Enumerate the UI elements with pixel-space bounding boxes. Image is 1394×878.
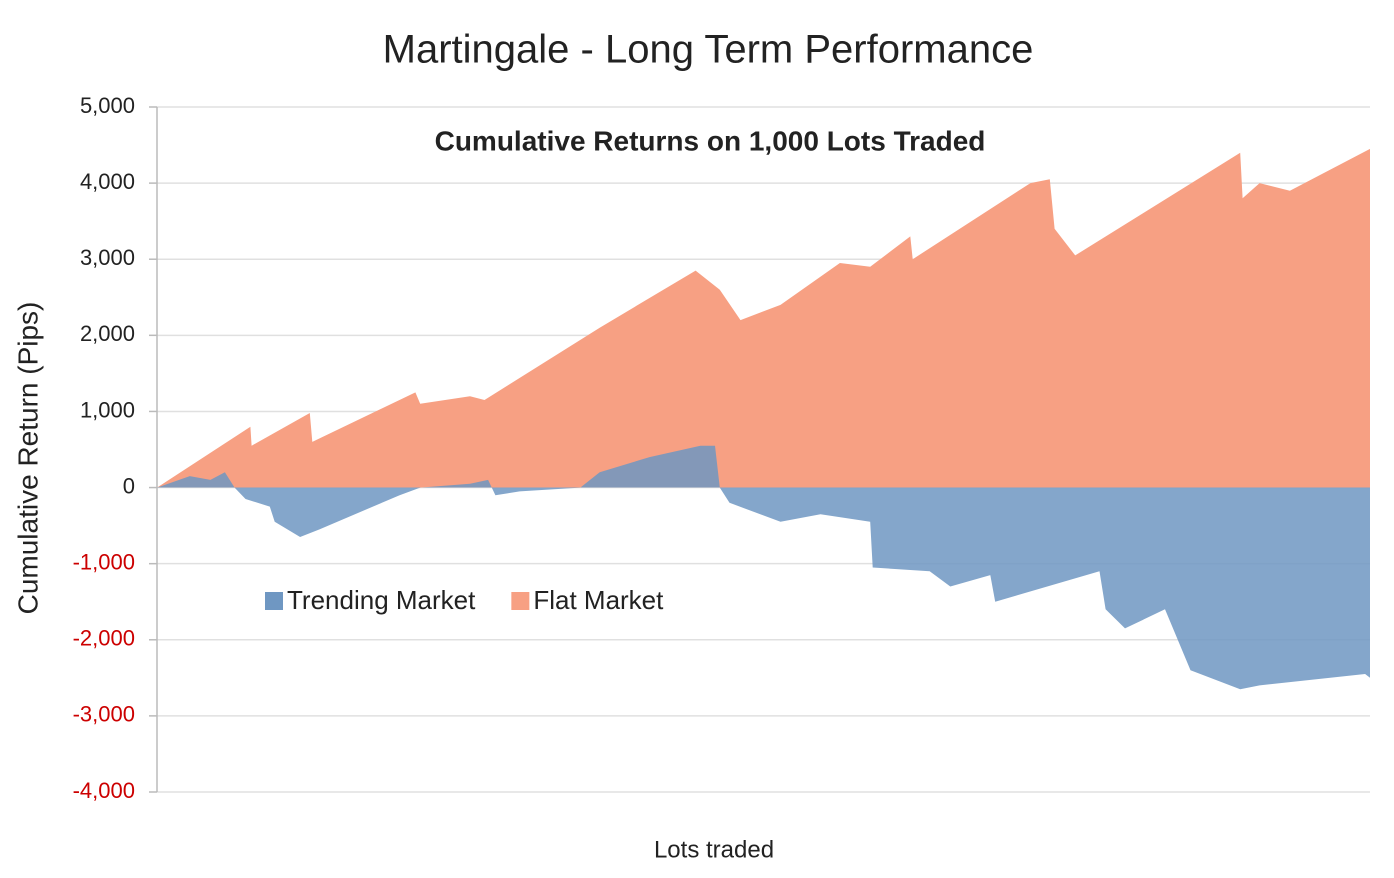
y-tick-label: -3,000	[73, 702, 135, 727]
legend-label: Trending Market	[287, 585, 476, 615]
area	[157, 445, 1370, 690]
y-tick-label: 4,000	[80, 169, 135, 194]
y-tick-label: 1,000	[80, 397, 135, 422]
y-tick-label: 0	[123, 473, 135, 498]
y-tick-label: -4,000	[73, 778, 135, 803]
area	[157, 148, 1370, 488]
chart-title: Martingale - Long Term Performance	[383, 28, 1034, 72]
chart-subtitle: Cumulative Returns on 1,000 Lots Traded	[435, 125, 986, 156]
y-tick-label: -2,000	[73, 626, 135, 651]
y-axis-label: Cumulative Return (Pips)	[12, 302, 43, 615]
legend-label: Flat Market	[533, 585, 664, 615]
legend-swatch	[265, 592, 283, 610]
y-tick-label: 5,000	[80, 93, 135, 118]
y-tick-label: 2,000	[80, 321, 135, 346]
x-axis-label: Lots traded	[654, 836, 774, 863]
y-tick-label: -1,000	[73, 549, 135, 574]
y-tick-label: 3,000	[80, 245, 135, 270]
legend-swatch	[511, 592, 530, 610]
